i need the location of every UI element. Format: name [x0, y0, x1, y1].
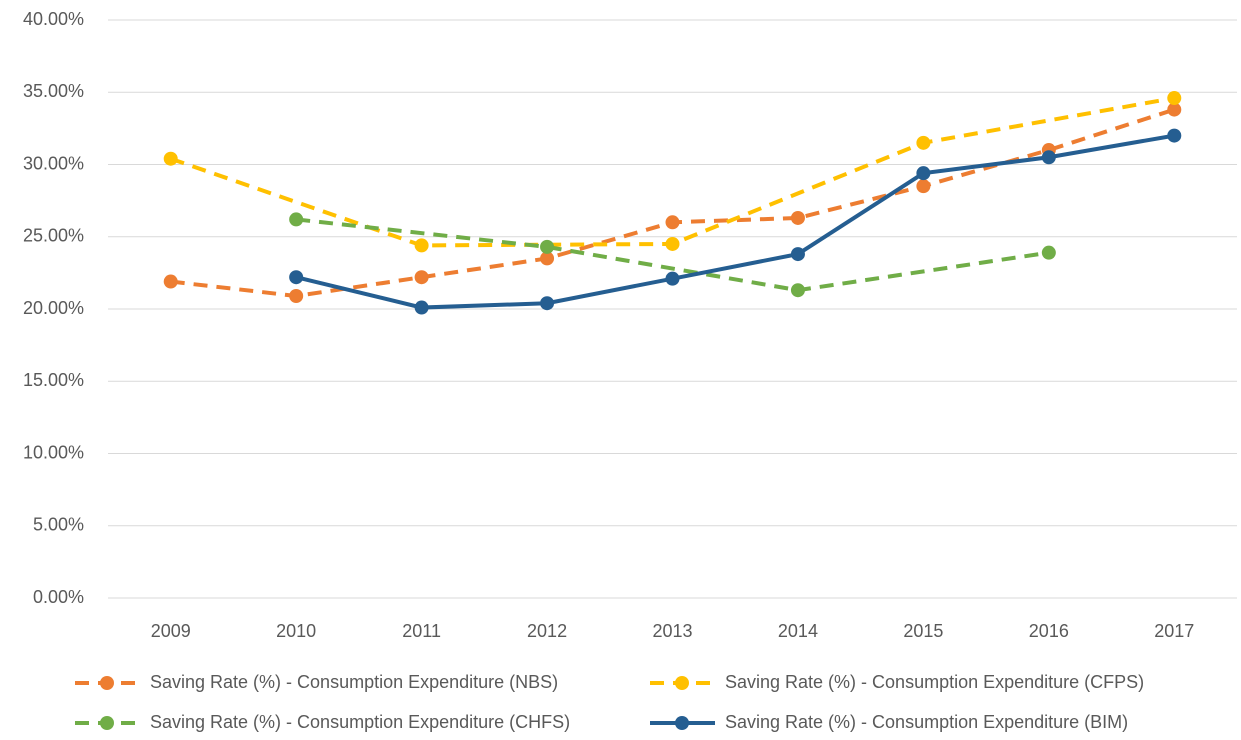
point: [289, 288, 304, 303]
legend-label: Saving Rate (%) - Consumption Expenditur…: [150, 712, 570, 732]
y-tick-label: 35.00%: [23, 81, 84, 101]
x-tick-label: 2011: [402, 621, 441, 641]
point: [540, 251, 555, 266]
x-tick-label: 2013: [652, 621, 692, 641]
x-tick-label: 2010: [276, 621, 316, 641]
point: [790, 283, 805, 298]
x-tick-label: 2014: [778, 621, 818, 641]
y-tick-label: 0.00%: [33, 587, 84, 607]
series-line: [295, 133, 1175, 310]
x-tick-label: 2012: [527, 621, 567, 641]
point: [540, 239, 555, 254]
point: [163, 151, 178, 166]
y-tick-label: 40.00%: [23, 9, 84, 29]
point: [1041, 245, 1056, 260]
legend-marker: [675, 676, 689, 690]
legend-marker: [675, 716, 689, 730]
point: [665, 271, 680, 286]
x-tick-label: 2009: [151, 621, 191, 641]
point: [163, 274, 178, 289]
y-tick-label: 30.00%: [23, 153, 84, 173]
point: [1167, 91, 1182, 106]
legend-label: Saving Rate (%) - Consumption Expenditur…: [725, 712, 1128, 732]
point: [665, 215, 680, 230]
point: [1041, 150, 1056, 165]
y-tick-label: 5.00%: [33, 515, 84, 535]
point: [414, 300, 429, 315]
point: [916, 135, 931, 150]
legend-marker: [100, 716, 114, 730]
y-tick-label: 25.00%: [23, 226, 84, 246]
point: [540, 296, 555, 311]
point: [790, 247, 805, 262]
y-tick-label: 20.00%: [23, 298, 84, 318]
point: [790, 210, 805, 225]
x-tick-label: 2015: [903, 621, 943, 641]
x-tick-label: 2016: [1029, 621, 1069, 641]
x-tick-label: 2017: [1154, 621, 1194, 641]
point: [289, 212, 304, 227]
point: [916, 179, 931, 194]
point: [289, 270, 304, 285]
point: [916, 166, 931, 181]
point: [414, 238, 429, 253]
y-tick-label: 15.00%: [23, 370, 84, 390]
point: [665, 236, 680, 251]
legend-label: Saving Rate (%) - Consumption Expenditur…: [725, 672, 1144, 692]
point: [414, 270, 429, 285]
point: [1167, 102, 1182, 117]
series-line: [295, 217, 1050, 293]
legend-label: Saving Rate (%) - Consumption Expenditur…: [150, 672, 558, 692]
legend-marker: [100, 676, 114, 690]
point: [1167, 128, 1182, 143]
y-tick-label: 10.00%: [23, 442, 84, 462]
